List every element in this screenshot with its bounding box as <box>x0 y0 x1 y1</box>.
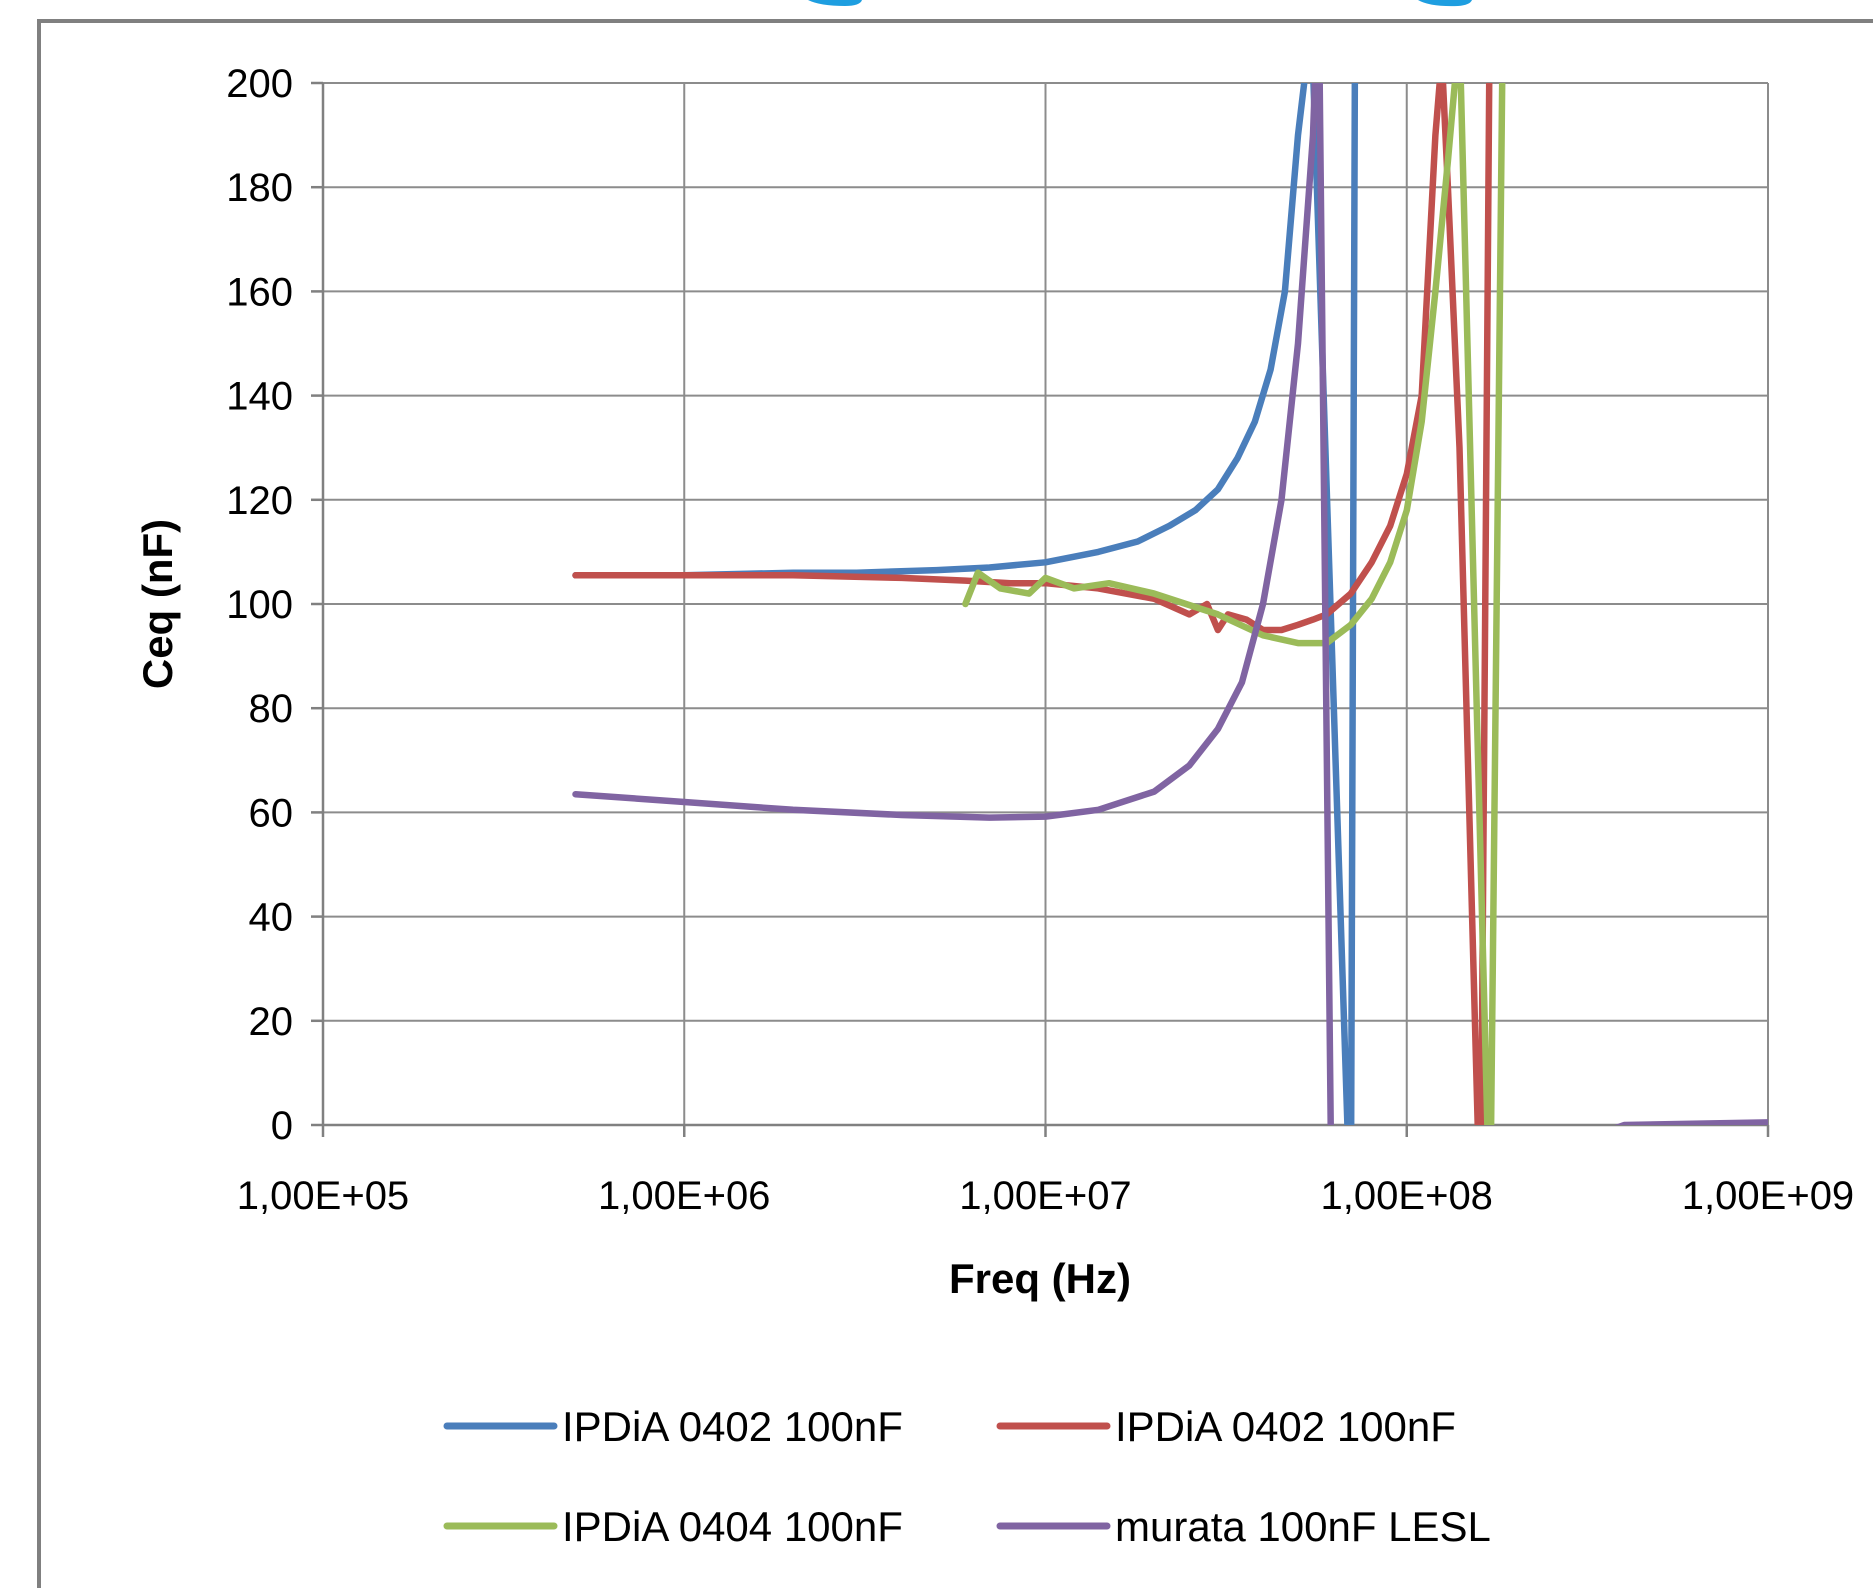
series-line-1 <box>572 83 1359 1125</box>
y-tick-label: 20 <box>249 1000 294 1044</box>
x-tick-label: 1,00E+06 <box>598 1174 770 1218</box>
y-tick-label: 100 <box>226 583 293 627</box>
legend-label: murata 100nF LESL <box>1115 1503 1491 1550</box>
legend-item-1: IPDiA 0402 100nF <box>443 1403 903 1450</box>
y-tick-label: 40 <box>249 896 294 940</box>
legend-item-2: IPDiA 0402 100nF <box>996 1403 1456 1450</box>
y-tick-label: 60 <box>249 791 294 835</box>
x-tick-label: 1,00E+07 <box>959 1174 1131 1218</box>
chart-frame <box>37 19 1873 1588</box>
series-line-2 <box>572 83 1493 1125</box>
series-lines <box>572 83 1768 1125</box>
y-tick-label: 120 <box>226 479 293 523</box>
x-tick-label: 1,00E+09 <box>1682 1174 1854 1218</box>
x-tick-label: 1,00E+05 <box>237 1174 409 1218</box>
legend-item-3: IPDiA 0404 100nF <box>443 1503 903 1550</box>
top-decoration-right <box>1418 0 1472 7</box>
y-tick-label: 0 <box>271 1104 293 1148</box>
y-tick-label: 180 <box>226 166 293 210</box>
top-decoration-left <box>808 0 862 6</box>
y-tick-label: 140 <box>226 375 293 419</box>
y-tick-label: 200 <box>226 62 293 106</box>
series-line-3 <box>962 83 1506 1125</box>
axes <box>311 81 1770 1137</box>
legend-label: IPDiA 0402 100nF <box>1115 1403 1456 1450</box>
x-tick-label: 1,00E+08 <box>1321 1174 1493 1218</box>
tick-labels: 0 20 40 60 80 100 120 140 160 180 200 1,00E+05 1,00E… <box>226 62 1854 1218</box>
gridlines <box>323 82 1769 1125</box>
x-axis-title: Freq (Hz) <box>949 1255 1131 1302</box>
legend-label: IPDiA 0404 100nF <box>562 1503 903 1550</box>
y-tick-label: 80 <box>249 687 294 731</box>
legend: IPDiA 0402 100nF IPDiA 0402 100nF IPDiA 04… <box>443 1403 1491 1550</box>
legend-label: IPDiA 0402 100nF <box>562 1403 903 1450</box>
legend-item-4: murata 100nF LESL <box>996 1503 1491 1550</box>
series-line-4 <box>572 83 1768 1125</box>
y-tick-label: 160 <box>226 270 293 314</box>
y-axis-title: Ceq (nF) <box>134 519 181 689</box>
